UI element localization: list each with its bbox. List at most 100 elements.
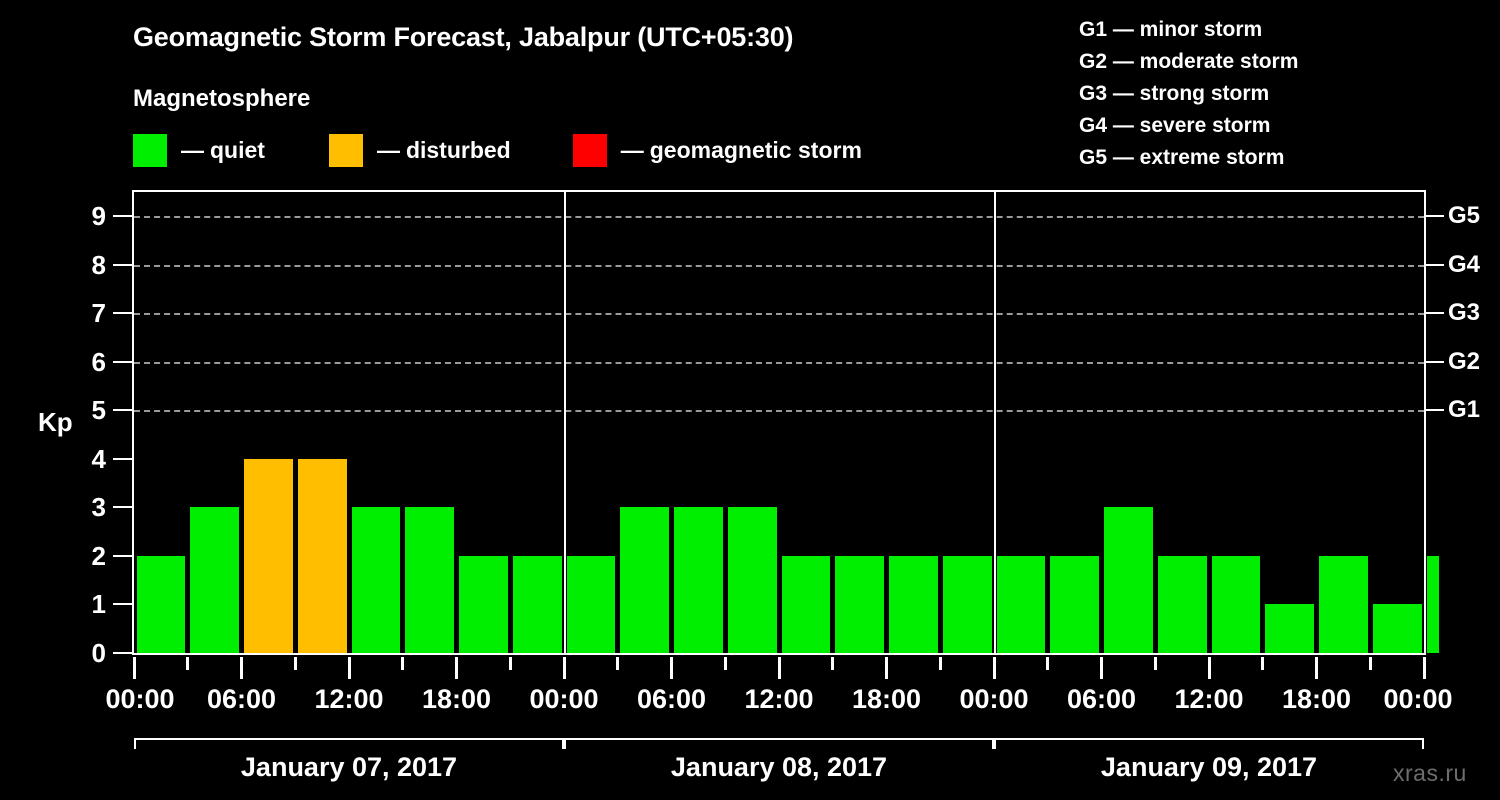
storm-scale-line-g4: G4 — severe storm: [1079, 114, 1271, 137]
day-bracket-0: [134, 738, 564, 749]
y-tick-mark-0: [113, 652, 132, 654]
y-tick-mark-9: [113, 215, 132, 218]
x-tick-6h: [240, 657, 243, 679]
y-tick-label-6: 6: [91, 346, 106, 377]
bar-kp-interval-14: [889, 555, 938, 653]
legend-swatch-disturbed: [328, 133, 363, 167]
bar-kp-interval-3: [297, 458, 347, 653]
y-tick-label-2: 2: [91, 540, 106, 571]
watermark: xras.ru: [1393, 760, 1467, 786]
bar-kp-interval-16: [996, 555, 1046, 653]
bar-kp-interval-11: [727, 507, 777, 653]
legend-dash-quiet: —: [181, 136, 204, 163]
g-tick-mark-g1: [1426, 409, 1444, 412]
x-tick-label-7: 18:00: [851, 684, 922, 714]
day-label-0: January 07, 2017: [240, 752, 458, 782]
bar-kp-interval-2: [244, 458, 293, 653]
storm-scale-line-g3: G3 — strong storm: [1079, 82, 1270, 105]
y-tick-mark-6: [113, 360, 132, 363]
bar-kp-interval-23: [1372, 604, 1422, 653]
bar-kp-interval-1: [190, 507, 239, 653]
legend-label-disturbed: disturbed: [405, 136, 511, 163]
y-tick-label-0: 0: [91, 638, 106, 668]
x-tick-60h: [1207, 657, 1211, 679]
storm-scale-line-g2: G2 — moderate storm: [1079, 50, 1299, 73]
g-tick-mark-g4: [1426, 263, 1444, 266]
g-tick-mark-g2: [1426, 360, 1444, 363]
bar-kp-interval-19: [1157, 555, 1207, 653]
y-tick-mark-2: [113, 554, 132, 557]
y-tick-mark-5: [113, 409, 132, 412]
x-tick-label-3: 18:00: [421, 684, 492, 714]
y-tick-mark-3: [113, 506, 132, 509]
bar-kp-interval-22: [1319, 555, 1368, 653]
x-tick-3h: [186, 657, 190, 670]
gridline-kp-9: [134, 216, 1424, 219]
x-tick-48h: [992, 657, 996, 679]
bar-kp-interval-9: [620, 507, 669, 653]
legend-label-quiet: quiet: [210, 136, 265, 163]
x-tick-33h: [723, 657, 727, 670]
bar-kp-interval-24: [1426, 555, 1440, 653]
x-tick-label-12: 00:00: [1383, 684, 1453, 714]
bar-kp-interval-12: [781, 555, 831, 653]
bar-kp-interval-7: [512, 555, 562, 653]
g-tick-label-g3: G3: [1448, 299, 1481, 327]
x-tick-label-2: 12:00: [314, 684, 384, 714]
y-tick-label-3: 3: [91, 492, 106, 523]
bar-kp-interval-4: [351, 507, 401, 653]
day-divider-2: [994, 192, 996, 653]
day-divider-layer: [134, 192, 1424, 653]
gridline-kp-6: [134, 361, 1424, 364]
bar-kp-interval-17: [1050, 555, 1099, 653]
bar-kp-interval-6: [459, 555, 508, 653]
magnetosphere-legend-heading: Magnetosphere: [133, 85, 311, 112]
x-tick-39h: [831, 657, 835, 670]
y-axis-title: Kp: [38, 407, 73, 437]
x-tick-label-4: 00:00: [529, 684, 599, 714]
gridline-kp-8: [134, 264, 1424, 267]
x-tick-label-11: 18:00: [1281, 684, 1352, 714]
x-tick-label-5: 06:00: [636, 684, 707, 714]
bar-kp-interval-10: [674, 507, 723, 653]
day-bracket-2: [994, 738, 1424, 749]
legend-swatch-quiet: [133, 133, 167, 167]
gridline-layer: [134, 192, 1424, 653]
x-tick-label-8: 00:00: [959, 684, 1029, 714]
x-tick-12h: [347, 657, 351, 679]
x-tick-9h: [293, 657, 297, 670]
day-divider-1: [564, 192, 566, 653]
bar-kp-interval-15: [942, 555, 992, 653]
x-tick-0h: [132, 657, 136, 679]
y-tick-label-8: 8: [91, 249, 106, 280]
storm-scale-line-g1: G1 — minor storm: [1079, 18, 1263, 41]
bar-series: [134, 192, 1440, 653]
bar-kp-interval-21: [1265, 604, 1314, 653]
x-tick-72h: [1422, 657, 1426, 679]
legend-label-storm: geomagnetic storm: [649, 136, 862, 163]
magnetosphere-legend: — quiet — disturbed — geomagnetic storm: [133, 133, 862, 167]
bar-kp-interval-0: [136, 555, 186, 653]
y-tick-label-7: 7: [91, 298, 106, 329]
x-tick-54h: [1100, 657, 1103, 679]
storm-scale-legend: G1 — minor storm G2 — moderate storm G3 …: [1079, 14, 1298, 174]
x-tick-63h: [1261, 657, 1265, 670]
legend-dash-disturbed: —: [376, 136, 400, 163]
g-tick-mark-g5: [1426, 215, 1444, 218]
x-tick-51h: [1046, 657, 1050, 670]
bar-kp-interval-13: [835, 555, 884, 653]
y-tick-mark-1: [113, 603, 132, 606]
day-label-1: January 08, 2017: [670, 752, 888, 782]
g-tick-label-g1: G1: [1448, 396, 1481, 424]
bar-kp-interval-5: [405, 507, 454, 653]
page-title: Geomagnetic Storm Forecast, Jabalpur (UT…: [133, 22, 794, 52]
day-bracket-1: [564, 738, 994, 749]
x-tick-66h: [1315, 657, 1318, 679]
x-tick-21h: [508, 657, 512, 670]
x-tick-label-9: 06:00: [1066, 684, 1137, 714]
legend-item-storm: — geomagnetic storm: [572, 133, 862, 167]
y-tick-label-4: 4: [91, 443, 106, 474]
y-tick-mark-7: [113, 312, 132, 315]
legend-item-quiet: — quiet: [133, 133, 265, 167]
x-tick-36h: [777, 657, 781, 679]
